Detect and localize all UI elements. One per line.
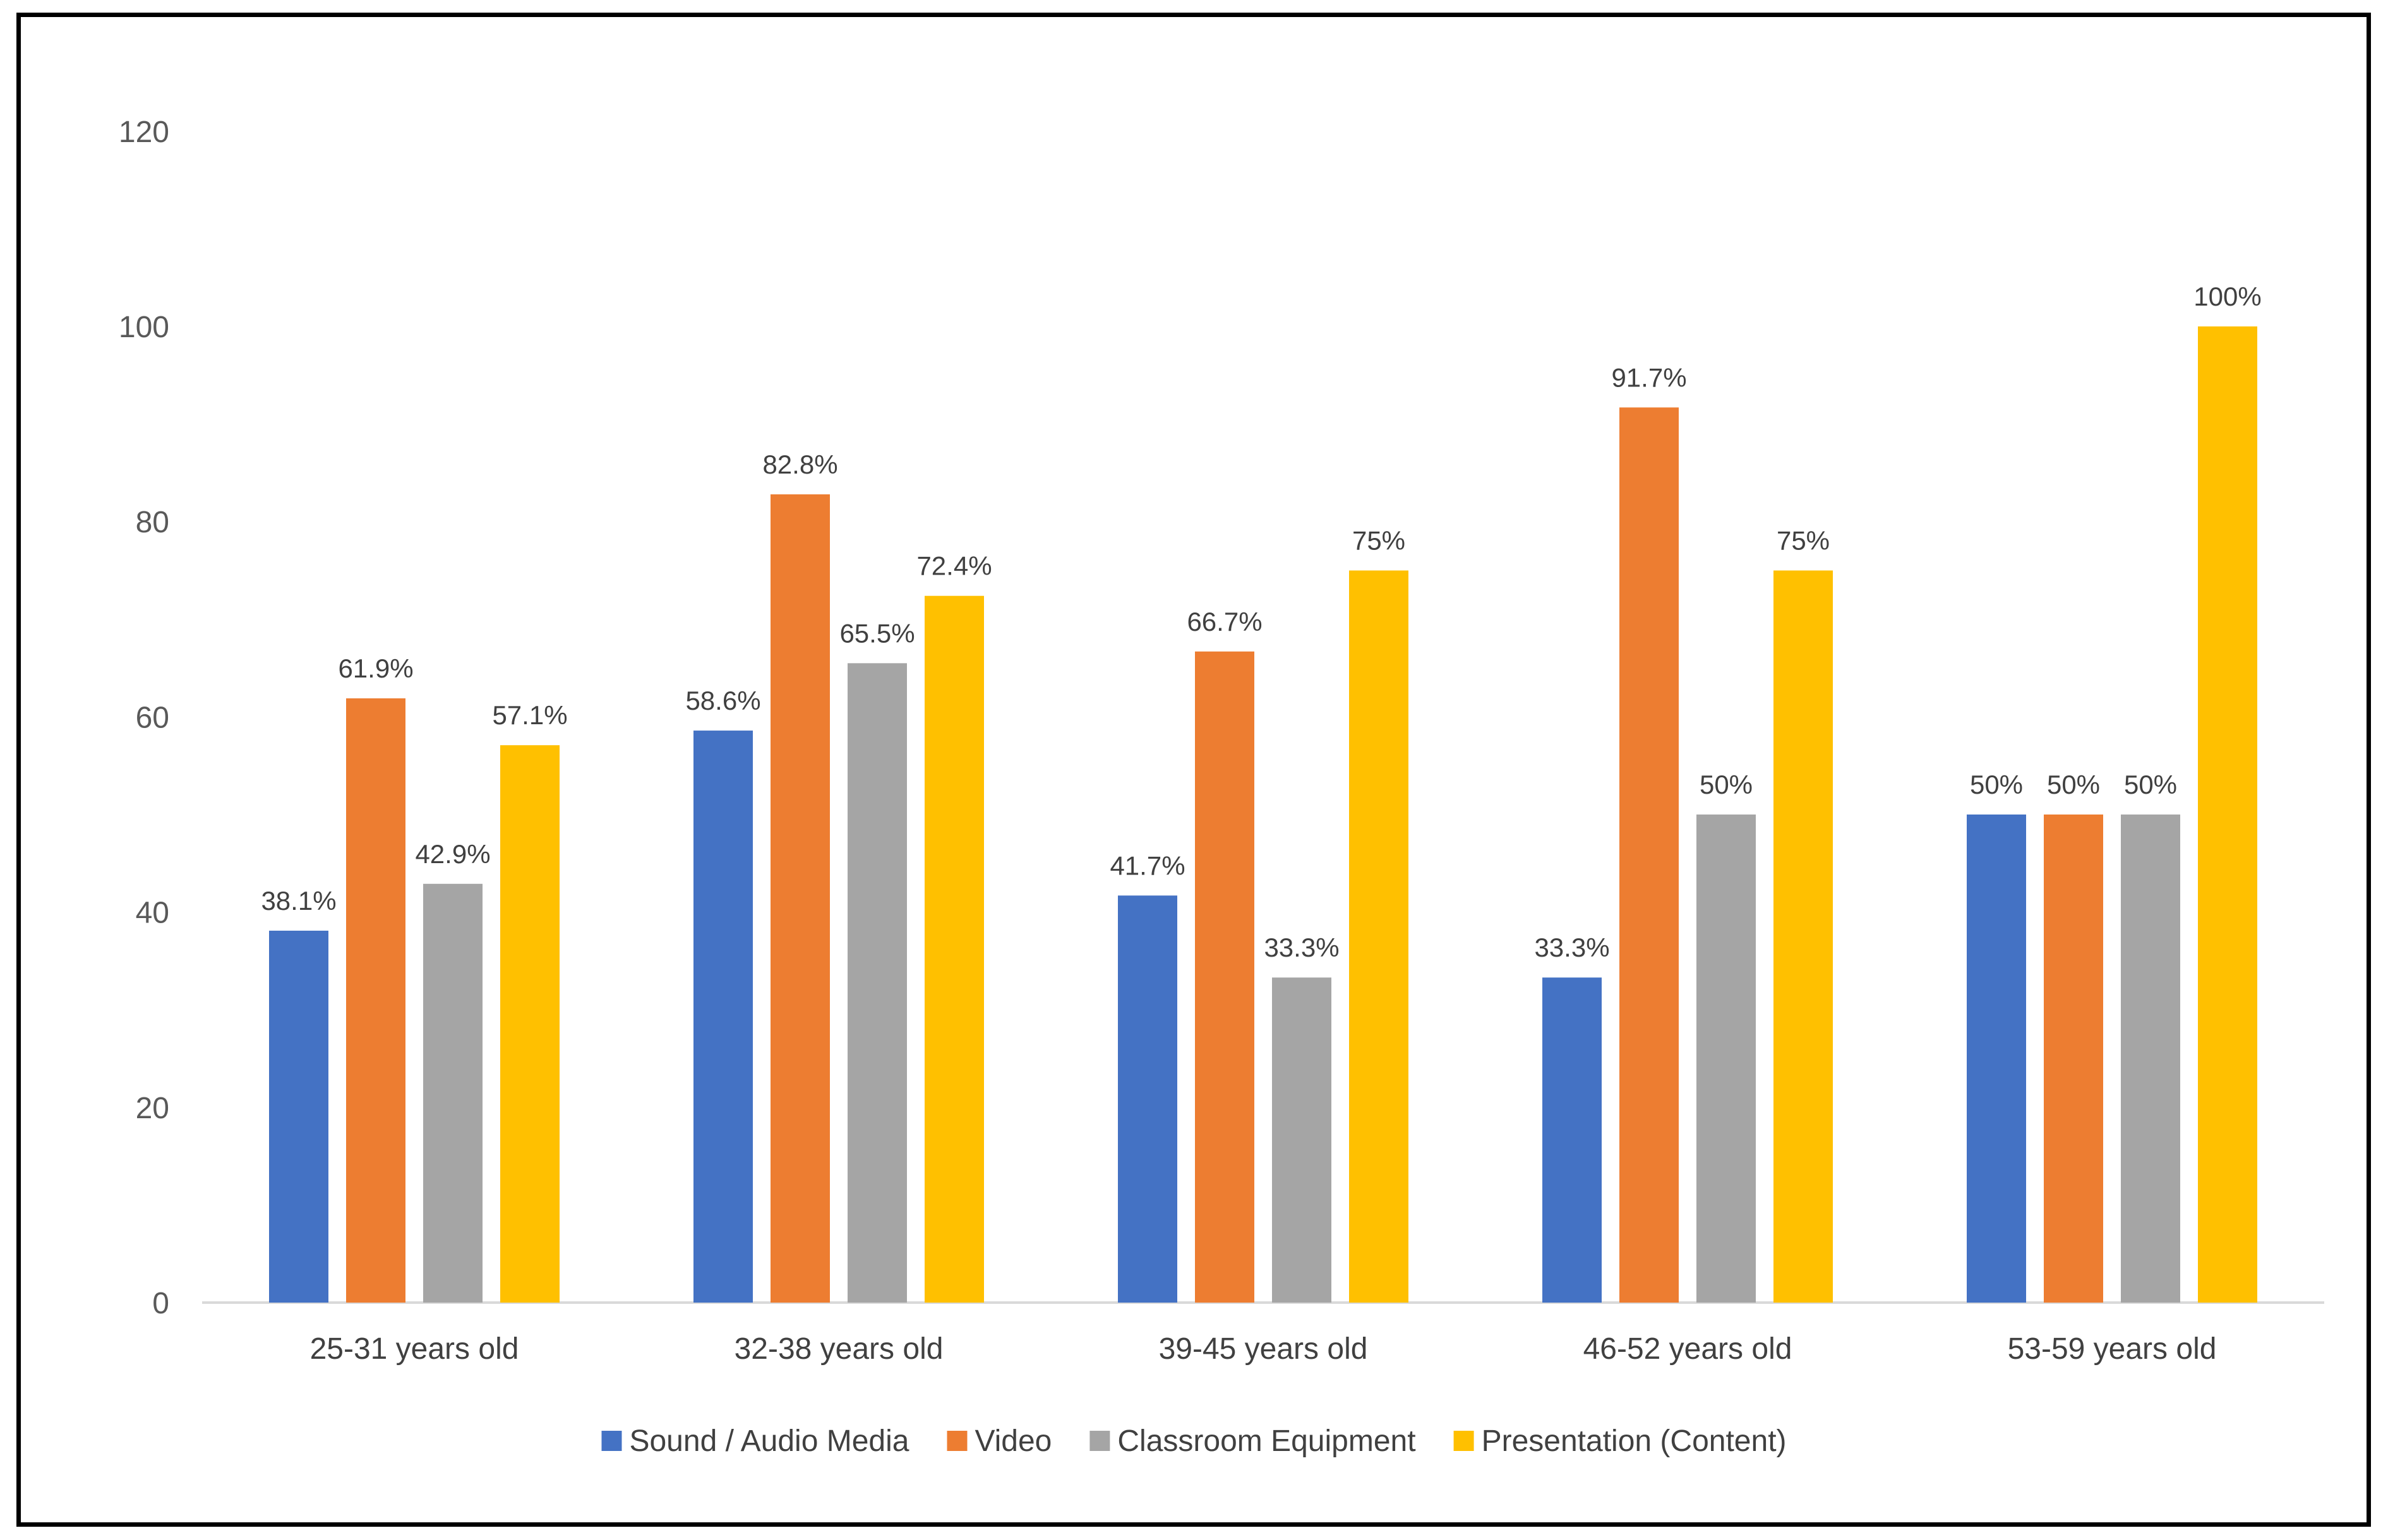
bar-presentation-content-25-31-years-old	[500, 745, 560, 1303]
x-tick-label-25-31-years-old: 25-31 years old	[310, 1332, 519, 1366]
bar-sound-audio-media-39-45-years-old	[1118, 895, 1177, 1303]
data-label-sound-audio-media-39-45-years-old: 41.7%	[1110, 851, 1185, 880]
bar-presentation-content-53-59-years-old	[2198, 326, 2257, 1303]
bar-classroom-equipment-46-52-years-old	[1696, 815, 1756, 1303]
y-tick-label-80: 80	[136, 506, 169, 539]
y-tick-label-100: 100	[119, 311, 169, 344]
data-label-presentation-content-53-59-years-old: 100%	[2193, 282, 2261, 311]
data-label-video-25-31-years-old: 61.9%	[338, 654, 413, 683]
bar-presentation-content-32-38-years-old	[925, 595, 984, 1303]
bar-video-46-52-years-old	[1619, 407, 1679, 1303]
y-tick-label-60: 60	[136, 701, 169, 734]
y-tick-label-40: 40	[136, 897, 169, 930]
legend-swatch-classroom-equipment	[1089, 1431, 1110, 1451]
bar-sound-audio-media-46-52-years-old	[1542, 977, 1602, 1303]
y-tick-label-20: 20	[136, 1092, 169, 1125]
y-tick-label-0: 0	[152, 1287, 169, 1320]
data-label-video-39-45-years-old: 66.7%	[1187, 607, 1262, 636]
data-label-sound-audio-media-46-52-years-old: 33.3%	[1534, 933, 1609, 962]
bar-presentation-content-46-52-years-old	[1773, 570, 1833, 1303]
data-label-classroom-equipment-46-52-years-old: 50%	[1700, 770, 1753, 799]
bar-sound-audio-media-32-38-years-old	[693, 731, 753, 1303]
data-label-video-46-52-years-old: 91.7%	[1611, 362, 1686, 392]
data-label-sound-audio-media-53-59-years-old: 50%	[1970, 770, 2023, 799]
bar-classroom-equipment-25-31-years-old	[423, 883, 483, 1303]
x-tick-label-53-59-years-old: 53-59 years old	[2008, 1332, 2217, 1366]
legend-swatch-presentation-content	[1453, 1431, 1474, 1451]
data-label-presentation-content-46-52-years-old: 75%	[1777, 526, 1830, 556]
bar-presentation-content-39-45-years-old	[1349, 570, 1408, 1303]
legend-label-classroom-equipment: Classroom Equipment	[1117, 1424, 1415, 1458]
bar-classroom-equipment-32-38-years-old	[848, 663, 907, 1303]
bar-video-39-45-years-old	[1195, 651, 1254, 1303]
bar-video-32-38-years-old	[771, 494, 830, 1303]
x-tick-label-46-52-years-old: 46-52 years old	[1583, 1332, 1792, 1366]
legend-label-video: Video	[975, 1424, 1052, 1458]
legend-label-presentation-content: Presentation (Content)	[1482, 1424, 1787, 1458]
data-label-classroom-equipment-39-45-years-old: 33.3%	[1264, 933, 1339, 962]
data-label-presentation-content-39-45-years-old: 75%	[1352, 526, 1405, 556]
data-label-presentation-content-25-31-years-old: 57.1%	[492, 700, 567, 730]
data-label-classroom-equipment-53-59-years-old: 50%	[2124, 770, 2177, 799]
bar-classroom-equipment-53-59-years-old	[2121, 815, 2180, 1303]
x-tick-label-32-38-years-old: 32-38 years old	[735, 1332, 944, 1366]
bar-classroom-equipment-39-45-years-old	[1272, 977, 1331, 1303]
data-label-video-53-59-years-old: 50%	[2047, 770, 2100, 799]
data-label-sound-audio-media-25-31-years-old: 38.1%	[261, 886, 336, 916]
legend-label-sound-audio-media: Sound / Audio Media	[629, 1424, 909, 1458]
data-label-presentation-content-32-38-years-old: 72.4%	[916, 551, 992, 581]
data-label-classroom-equipment-25-31-years-old: 42.9%	[415, 839, 490, 869]
data-label-video-32-38-years-old: 82.8%	[762, 450, 837, 479]
legend-swatch-sound-audio-media	[601, 1431, 622, 1451]
data-label-sound-audio-media-32-38-years-old: 58.6%	[685, 686, 760, 715]
data-label-classroom-equipment-32-38-years-old: 65.5%	[839, 618, 915, 648]
bar-sound-audio-media-25-31-years-old	[269, 930, 328, 1303]
bar-video-25-31-years-old	[346, 698, 405, 1303]
y-tick-label-120: 120	[119, 116, 169, 149]
x-tick-label-39-45-years-old: 39-45 years old	[1159, 1332, 1368, 1366]
legend-swatch-video	[947, 1431, 968, 1451]
bar-video-53-59-years-old	[2044, 815, 2103, 1303]
bar-sound-audio-media-53-59-years-old	[1967, 815, 2026, 1303]
